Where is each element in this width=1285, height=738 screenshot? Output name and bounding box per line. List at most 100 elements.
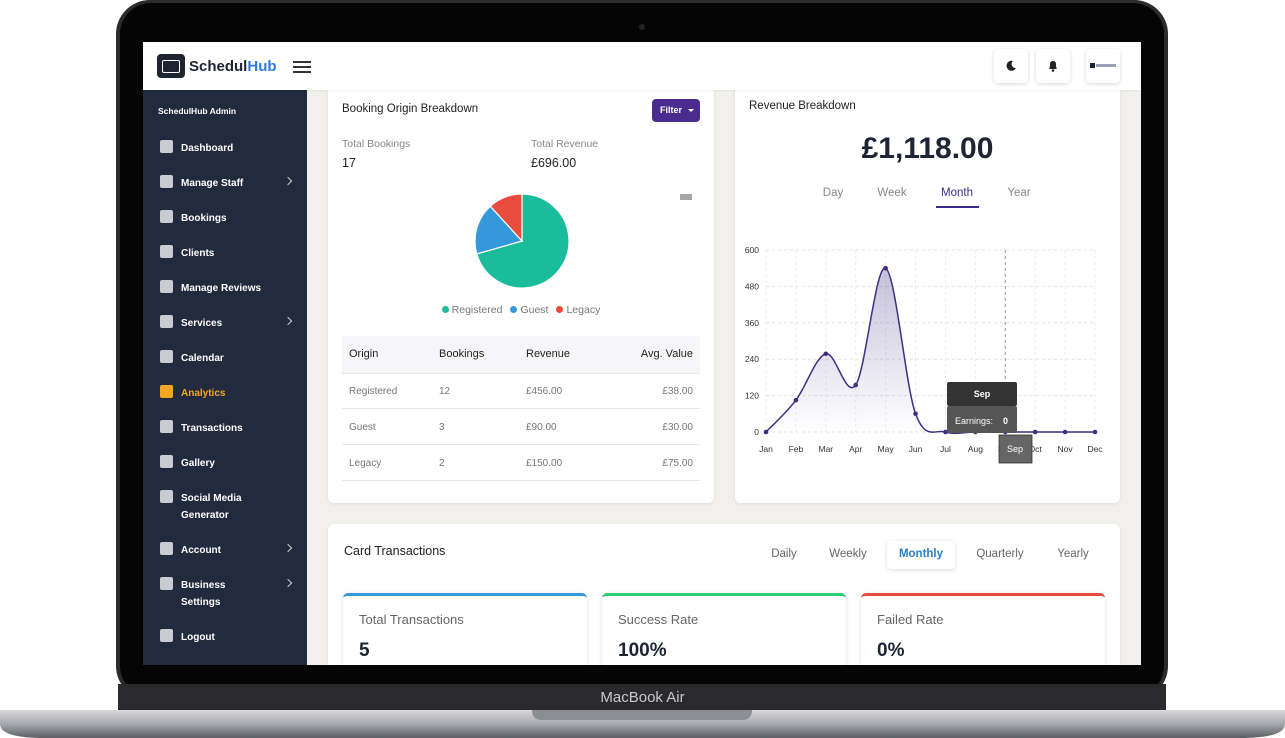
menu-bar: [293, 61, 311, 63]
metric-value: 5: [359, 640, 370, 661]
logo-icon: [157, 54, 185, 78]
menu-toggle[interactable]: [293, 61, 311, 73]
sidebar-icon: [160, 577, 173, 590]
avatar-logo-text: [1096, 64, 1116, 67]
metric-card: [861, 593, 1105, 665]
sidebar-item[interactable]: Calendar: [143, 340, 307, 375]
table-header: Avg. Value: [640, 348, 693, 360]
filter-caret: [688, 109, 694, 112]
sidebar-item[interactable]: Logout: [143, 619, 307, 654]
screen: Booking Origin Breakdown Filter Total Book…: [143, 42, 1141, 665]
sidebar-label: Analytics: [181, 388, 226, 399]
sidebar-label: Logout: [181, 632, 215, 643]
legend-item: Registered: [441, 304, 502, 316]
table-header: Revenue: [526, 348, 571, 360]
sidebar-label: Manage Reviews: [181, 283, 262, 294]
table-cell: £38.00: [662, 386, 693, 397]
legend-label: Legacy: [566, 304, 601, 316]
table-cell: Registered: [349, 386, 398, 397]
sidebar-icon: [160, 210, 173, 223]
notifications-button[interactable]: [1036, 49, 1070, 83]
profile-avatar[interactable]: [1086, 49, 1120, 83]
metric-card: [343, 593, 587, 665]
top-bar: SchedulHub: [143, 42, 1141, 90]
theme-button[interactable]: [994, 49, 1028, 83]
sidebar-icon: [160, 385, 173, 398]
table-cell: £90.00: [526, 422, 557, 433]
legend-swatch: [441, 306, 449, 313]
filter-button[interactable]: Filter: [652, 99, 700, 122]
sidebar-label: Services: [181, 318, 223, 329]
sidebar-icon: [160, 245, 173, 258]
sidebar-icon: [160, 350, 173, 363]
sidebar-menu: Dashboard Manage Staff Bookings Clients Mana…: [143, 130, 307, 654]
brand: SchedulHub: [189, 58, 277, 75]
metric-label: Total Transactions: [359, 612, 464, 627]
table-row-border: [342, 408, 700, 409]
table-header-bg: [342, 336, 700, 373]
sidebar: SchedulHub Admin Dashboard Manage Staff Boo…: [143, 90, 307, 665]
metric-card: [602, 593, 846, 665]
period-tab[interactable]: Weekly: [829, 548, 867, 560]
table-cell: £456.00: [526, 386, 563, 397]
sidebar-item[interactable]: Social Media Generator: [143, 480, 307, 532]
sidebar-icon: [160, 315, 173, 328]
sidebar-item[interactable]: Business Settings: [143, 567, 307, 619]
brand-name: Schedul: [189, 58, 248, 75]
hinge: [118, 684, 1166, 712]
sidebar-item[interactable]: Transactions: [143, 410, 307, 445]
card-title: Revenue Breakdown: [749, 100, 856, 112]
sidebar-item[interactable]: Analytics: [143, 375, 307, 410]
table-row-border: [342, 444, 700, 445]
table-header: Bookings: [439, 348, 485, 360]
sidebar-item[interactable]: Bookings: [143, 200, 307, 235]
sidebar-label: Calendar: [181, 353, 224, 364]
sidebar-item[interactable]: Services: [143, 305, 307, 340]
camera: [639, 24, 645, 30]
range-tab[interactable]: Day: [822, 187, 844, 199]
menu-bar: [293, 66, 311, 68]
sidebar-item[interactable]: Manage Reviews: [143, 270, 307, 305]
table-cell: Guest: [349, 422, 376, 433]
sidebar-icon: [160, 420, 173, 433]
metric-label: Failed Rate: [877, 612, 944, 627]
range-tab[interactable]: Week: [877, 187, 907, 199]
card-title: Card Transactions: [344, 544, 446, 558]
sidebar-item[interactable]: Dashboard: [143, 130, 307, 165]
period-tab[interactable]: Daily: [771, 548, 797, 560]
stat-label: Total Revenue: [531, 138, 599, 150]
period-tab[interactable]: Quarterly: [976, 548, 1024, 560]
revenue-total: £1,118.00: [861, 132, 994, 165]
sidebar-label: Business Settings: [181, 580, 226, 608]
sidebar-label: Bookings: [181, 213, 227, 224]
legend-item: Guest: [510, 304, 548, 316]
laptop-base: [0, 710, 1285, 738]
submenu-chevron: [283, 176, 293, 186]
submenu-chevron: [283, 316, 293, 326]
sidebar-icon: [160, 140, 173, 153]
brand-accent: Hub: [247, 58, 277, 75]
sidebar-item[interactable]: Manage Staff: [143, 165, 307, 200]
sidebar-item[interactable]: Account: [143, 532, 307, 567]
table-cell: 3: [439, 422, 445, 433]
booking-card: [328, 82, 714, 503]
stat-value: £696.00: [531, 156, 577, 170]
stat-value: 17: [342, 156, 356, 170]
table-cell: £30.00: [662, 422, 693, 433]
legend-swatch: [556, 306, 564, 313]
period-tab[interactable]: Monthly: [898, 548, 944, 560]
range-tab[interactable]: Month: [941, 187, 973, 199]
sidebar-label: Transactions: [181, 423, 243, 434]
table-cell: 2: [439, 458, 445, 469]
range-tab[interactable]: Year: [1007, 187, 1031, 199]
table-cell: 12: [439, 386, 451, 397]
avatar-logo: [1090, 63, 1095, 68]
sidebar-item[interactable]: Clients: [143, 235, 307, 270]
period-tab[interactable]: Yearly: [1057, 548, 1089, 560]
sidebar-item[interactable]: Gallery: [143, 445, 307, 480]
table-cell: Legacy: [349, 458, 382, 469]
table-cell: £75.00: [662, 458, 693, 469]
sidebar-section-title: SchedulHub Admin: [158, 106, 237, 116]
table-row-border: [342, 480, 700, 481]
